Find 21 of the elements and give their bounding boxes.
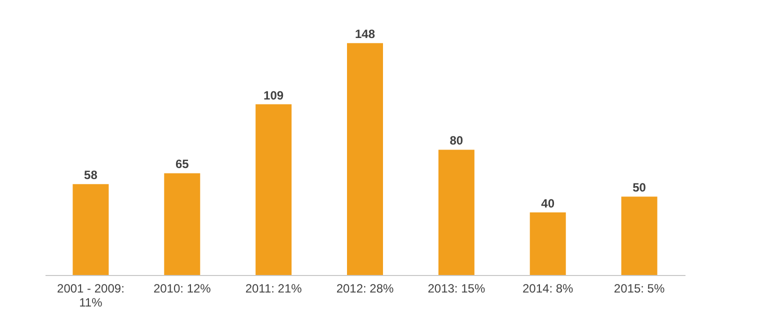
bar [347,43,383,275]
bar [72,184,109,275]
x-tick-label: 2010: 12% [153,282,212,296]
data-label: 109 [264,88,284,102]
bar [438,150,474,275]
x-tick-label: 2013: 15% [428,282,486,296]
data-label: 58 [84,168,98,182]
bar [530,212,566,275]
x-tick-label: 2001 - 2009: 11% [57,282,124,310]
data-label: 40 [541,196,555,210]
data-label: 80 [450,134,464,148]
bar [256,104,292,275]
x-tick-label: 2011: 21% [245,282,302,296]
data-label: 148 [354,27,376,42]
x-tick-label: 2012: 28% [336,282,394,296]
bar [164,173,200,275]
data-label: 65 [175,157,190,172]
data-label: 50 [632,180,646,195]
x-tick-label: 2014: 8% [522,282,574,296]
bar [621,196,658,275]
x-tick-label: 2015: 5% [614,282,665,296]
